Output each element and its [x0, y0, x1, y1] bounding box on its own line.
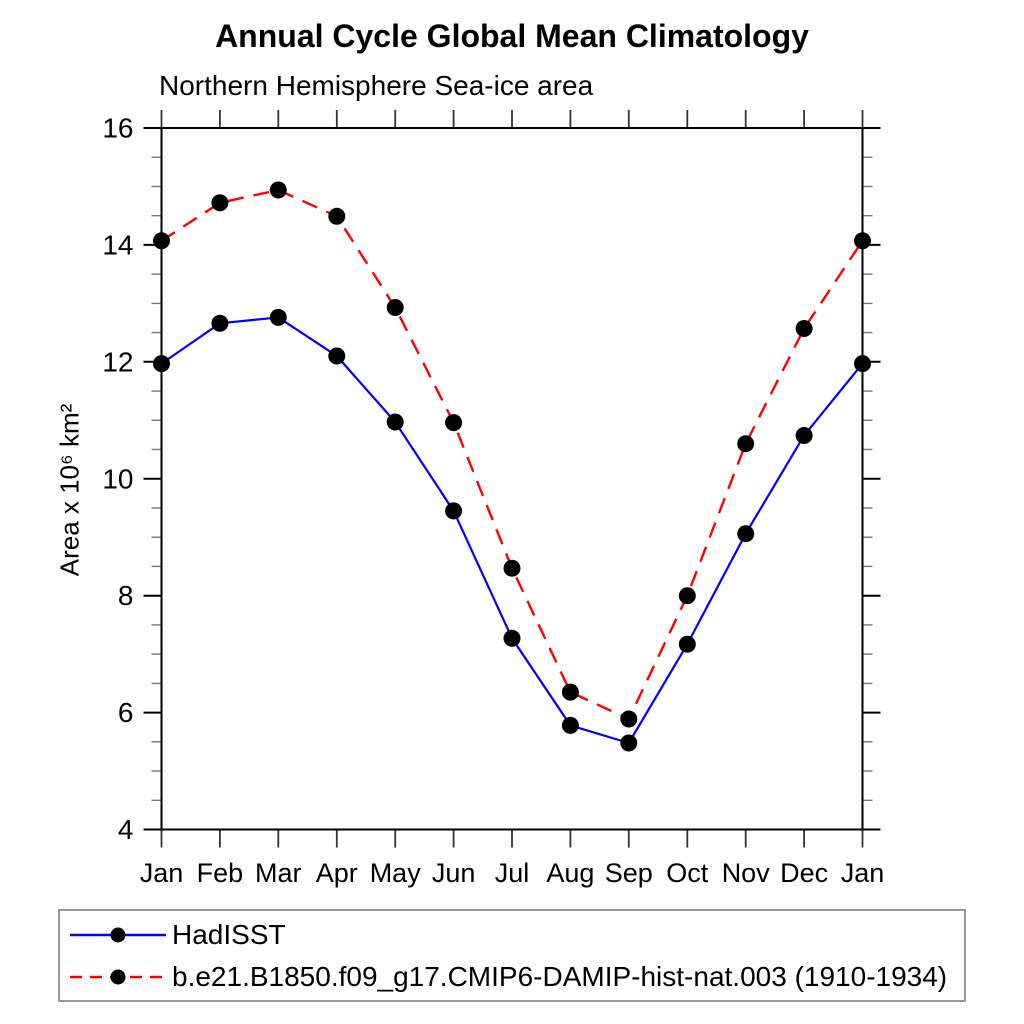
- legend-entry-hadisst: HadISST: [65, 917, 286, 953]
- x-tick-label: Aug: [546, 858, 594, 888]
- y-tick-label: 16: [102, 113, 133, 144]
- data-point-model: [211, 194, 229, 212]
- x-tick-label: Dec: [780, 858, 828, 888]
- plot-border: [160, 127, 864, 831]
- data-point-model: [561, 683, 579, 701]
- x-tick-label: Mar: [255, 858, 302, 888]
- data-point-hadisst: [328, 347, 346, 365]
- data-point-model: [620, 710, 638, 728]
- model-line-swatch: [70, 969, 166, 985]
- x-tick-label: Jan: [841, 858, 885, 888]
- data-point-model: [678, 587, 696, 605]
- legend-label-model: b.e21.B1850.f09_g17.CMIP6-DAMIP-hist-nat…: [172, 961, 948, 992]
- data-point-model: [737, 435, 755, 453]
- y-tick-label: 6: [118, 697, 134, 728]
- y-tick-label: 14: [102, 229, 133, 260]
- data-point-model: [328, 207, 346, 225]
- x-tick-label: Sep: [605, 858, 653, 888]
- data-point-hadisst: [561, 716, 579, 734]
- data-point-hadisst: [678, 635, 696, 653]
- data-point-hadisst: [620, 734, 638, 752]
- data-point-hadisst: [445, 502, 463, 520]
- data-point-model: [445, 414, 463, 432]
- x-tick-label: Jun: [432, 858, 476, 888]
- chart-title: Annual Cycle Global Mean Climatology: [215, 18, 809, 54]
- data-point-model: [386, 299, 404, 316]
- model-marker-sample: [110, 969, 126, 985]
- x-tick-label: Apr: [316, 858, 358, 888]
- y-tick-label: 12: [102, 346, 133, 377]
- x-tick-label: Jul: [495, 858, 530, 888]
- legend-label-hadisst: HadISST: [172, 919, 286, 950]
- series-line-hadisst: [160, 316, 864, 745]
- data-point-model: [503, 559, 521, 577]
- data-point-hadisst: [211, 314, 229, 332]
- x-tick-label: Oct: [666, 858, 709, 888]
- data-point-model: [854, 232, 871, 250]
- hadisst-marker-sample: [110, 927, 126, 943]
- legend: HadISST b.e21.B1850.f09_g17.CMIP6-DAMIP-…: [58, 909, 966, 1002]
- data-point-model: [153, 232, 170, 250]
- data-point-hadisst: [795, 427, 813, 444]
- data-point-hadisst: [153, 355, 170, 373]
- data-point-hadisst: [269, 308, 287, 326]
- x-tick-label: Nov: [722, 858, 771, 888]
- data-point-model: [269, 181, 287, 199]
- x-tick-label: May: [370, 858, 422, 888]
- hadisst-line-swatch: [70, 927, 166, 943]
- data-point-hadisst: [386, 413, 404, 431]
- y-tick-label: 8: [118, 580, 134, 611]
- y-tick-label: 4: [118, 814, 134, 845]
- legend-entry-model: b.e21.B1850.f09_g17.CMIP6-DAMIP-hist-nat…: [65, 959, 947, 995]
- x-tick-label: Feb: [197, 858, 244, 888]
- data-point-hadisst: [737, 525, 755, 543]
- x-tick-label: Jan: [140, 858, 184, 888]
- y-tick-label: 10: [102, 463, 133, 494]
- data-point-model: [795, 320, 813, 337]
- data-point-hadisst: [854, 355, 871, 373]
- data-point-hadisst: [503, 629, 521, 647]
- chart-subtitle: Northern Hemisphere Sea-ice area: [159, 70, 594, 101]
